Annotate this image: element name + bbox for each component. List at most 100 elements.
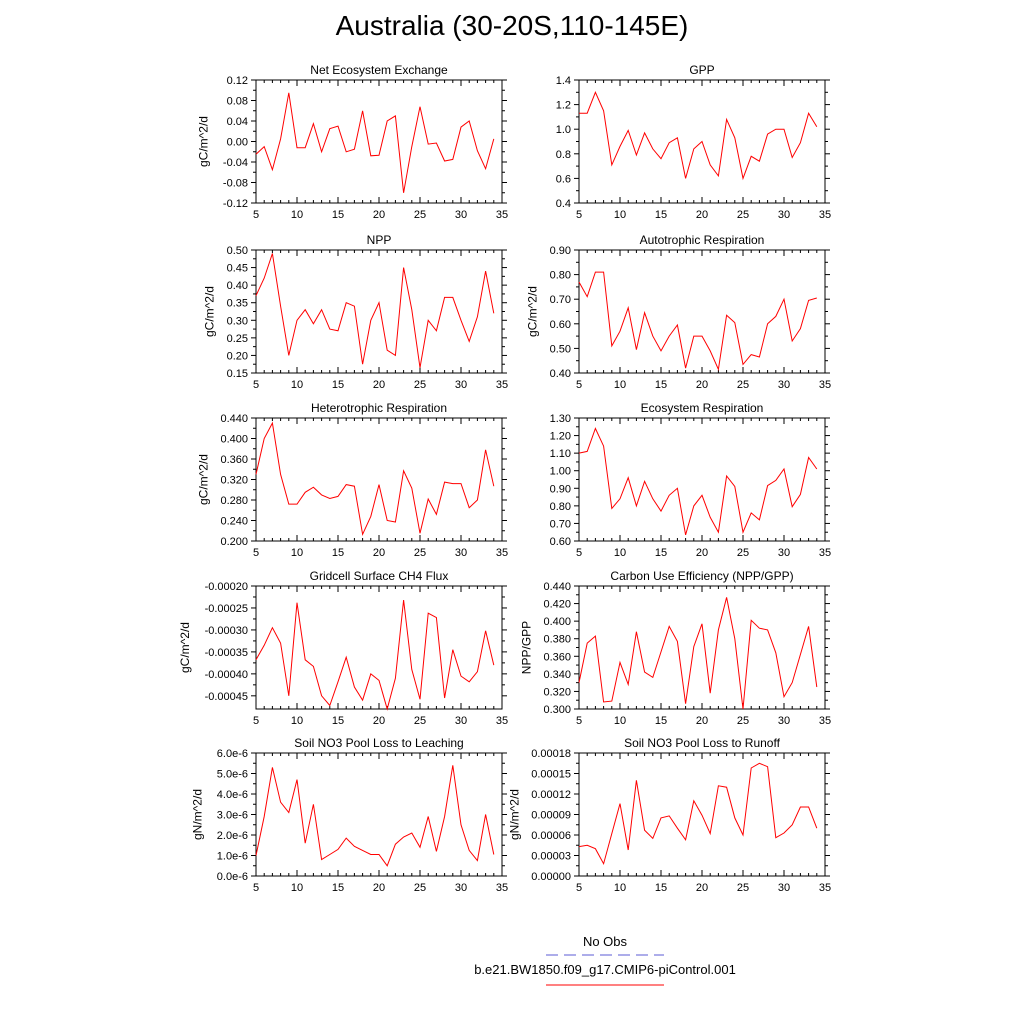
panel-5-frame [255,417,503,542]
panel-10-xtick-label: 20 [696,882,708,894]
panel-3-xtick-label: 5 [253,379,259,391]
panel-2-xtick-label: 10 [614,209,626,221]
panel-3-ytick-label: 0.20 [227,350,248,362]
panel-9-ylabel: gN/m^2/d [190,789,204,840]
panel-8-ytick-label: 0.440 [543,581,571,593]
panel-8-ytick-label: 0.420 [543,599,571,611]
panel-10-series-line [578,762,818,866]
panel-4-xtick-label: 10 [614,379,626,391]
panel-8-xtick-label: 20 [696,715,708,727]
panel-10-xtick-label: 25 [737,882,749,894]
panel-8-xtick-label: 30 [778,715,790,727]
panel-7-ytick-label: -0.00035 [205,647,248,659]
panel-6-ytick-label: 0.80 [550,501,571,513]
panel-1-ytick-label: 0.00 [227,137,248,149]
panel-9-xtick-label: 35 [496,882,508,894]
panel-4-ytick-label: 0.90 [550,245,571,257]
panel-9-xtick-label: 5 [253,882,259,894]
panel-5-xtick-label: 20 [373,547,385,559]
panel-9-ytick-label: 6.0e-6 [217,748,248,760]
panel-8-xtick-label: 25 [737,715,749,727]
panel-2-ytick-label: 1.4 [556,75,571,87]
panel-2-ytick-label: 1.0 [556,124,571,136]
panel-10-ytick-label: 0.00000 [531,871,571,883]
panel-5-ytick-label: 0.440 [220,413,248,425]
panel-2-xtick-label: 15 [655,209,667,221]
panel-7-ylabel: gC/m^2/d [178,622,192,673]
panel-9-ytick-label: 5.0e-6 [217,769,248,781]
panel-4-ytick-label: 0.70 [550,294,571,306]
panel-4-ytick-label: 0.60 [550,319,571,331]
panel-8-title: Carbon Use Efficiency (NPP/GPP) [610,569,793,583]
panel-8-xtick-label: 35 [819,715,831,727]
panel-10-ytick-label: 0.00012 [531,789,571,801]
panel-3-ytick-label: 0.45 [227,263,248,275]
panel-7-ytick-label: -0.00020 [205,581,248,593]
panel-7-xtick-label: 15 [332,715,344,727]
panel-7-ytick-label: -0.00030 [205,625,248,637]
panel-3-ytick-label: 0.40 [227,280,248,292]
panel-8-xtick-label: 10 [614,715,626,727]
panel-1-ytick-label: -0.12 [223,198,248,210]
panel-4-frame [578,249,826,374]
panel-10-ylabel: gN/m^2/d [507,789,521,840]
panel-4-xtick-label: 5 [576,379,582,391]
panel-7-xtick-label: 30 [455,715,467,727]
panel-6-xtick-label: 10 [614,547,626,559]
panel-5-ytick-label: 0.400 [220,434,248,446]
panel-8-xtick-label: 5 [576,715,582,727]
panel-2-ytick-label: 1.2 [556,100,571,112]
legend-label-model: b.e21.BW1850.f09_g17.CMIP6-piControl.001 [474,962,736,977]
panel-2-ytick-label: 0.8 [556,149,571,161]
panel-5-ylabel: gC/m^2/d [197,454,211,505]
panel-4-title: Autotrophic Respiration [640,233,765,247]
panel-6-ytick-label: 1.00 [550,466,571,478]
panel-1-xtick-label: 35 [496,209,508,221]
panel-3-series-line [255,253,495,368]
panel-3-ytick-label: 0.30 [227,315,248,327]
panel-1-xtick-label: 15 [332,209,344,221]
panel-7-ytick-label: -0.00025 [205,603,248,615]
panel-1-ylabel: gC/m^2/d [197,116,211,167]
panel-3-ytick-label: 0.25 [227,333,248,345]
panel-2-series-line [579,91,818,181]
panel-8-ytick-label: 0.340 [543,669,571,681]
panel-4-ytick-label: 0.50 [550,343,571,355]
panel-1-ytick-label: -0.04 [223,157,248,169]
panel-4-xtick-label: 30 [778,379,790,391]
panel-9-xtick-label: 25 [414,882,426,894]
panel-6-ytick-label: 0.90 [550,483,571,495]
panel-5-xtick-label: 15 [332,547,344,559]
panel-1-xtick-label: 20 [373,209,385,221]
panel-7-ytick-label: -0.00040 [205,669,248,681]
legend-label-obs: No Obs [582,934,628,949]
panel-10-ytick-label: 0.00015 [531,769,571,781]
panel-7-xtick-label: 35 [496,715,508,727]
panel-5-xtick-label: 10 [291,547,303,559]
panel-9-ytick-label: 1.0e-6 [217,851,248,863]
panel-3-xtick-label: 20 [373,379,385,391]
panel-6-xtick-label: 30 [778,547,790,559]
panel-8-ytick-label: 0.300 [543,704,571,716]
panel-1-xtick-label: 5 [253,209,259,221]
panel-2-xtick-label: 5 [576,209,582,221]
panel-2-xtick-label: 35 [819,209,831,221]
panel-4-xtick-label: 25 [737,379,749,391]
panel-8-ytick-label: 0.380 [543,634,571,646]
panel-5-ytick-label: 0.360 [220,454,248,466]
panel-4-series-line [578,271,817,372]
panel-5-xtick-label: 30 [455,547,467,559]
panel-1-series-line [255,92,495,193]
panel-10-ytick-label: 0.00009 [531,810,571,822]
panel-5-xtick-label: 5 [253,547,259,559]
panel-9-ytick-label: 3.0e-6 [217,810,248,822]
panel-1-ytick-label: 0.08 [227,96,248,108]
panel-9-xtick-label: 20 [373,882,385,894]
panel-4-ylabel: gC/m^2/d [526,286,540,337]
panel-7-title: Gridcell Surface CH4 Flux [310,569,449,583]
panel-1-ytick-label: -0.08 [223,178,248,190]
panel-8-series-line [578,597,818,710]
panel-10-xtick-label: 15 [655,882,667,894]
panel-6-ytick-label: 1.20 [550,431,571,443]
